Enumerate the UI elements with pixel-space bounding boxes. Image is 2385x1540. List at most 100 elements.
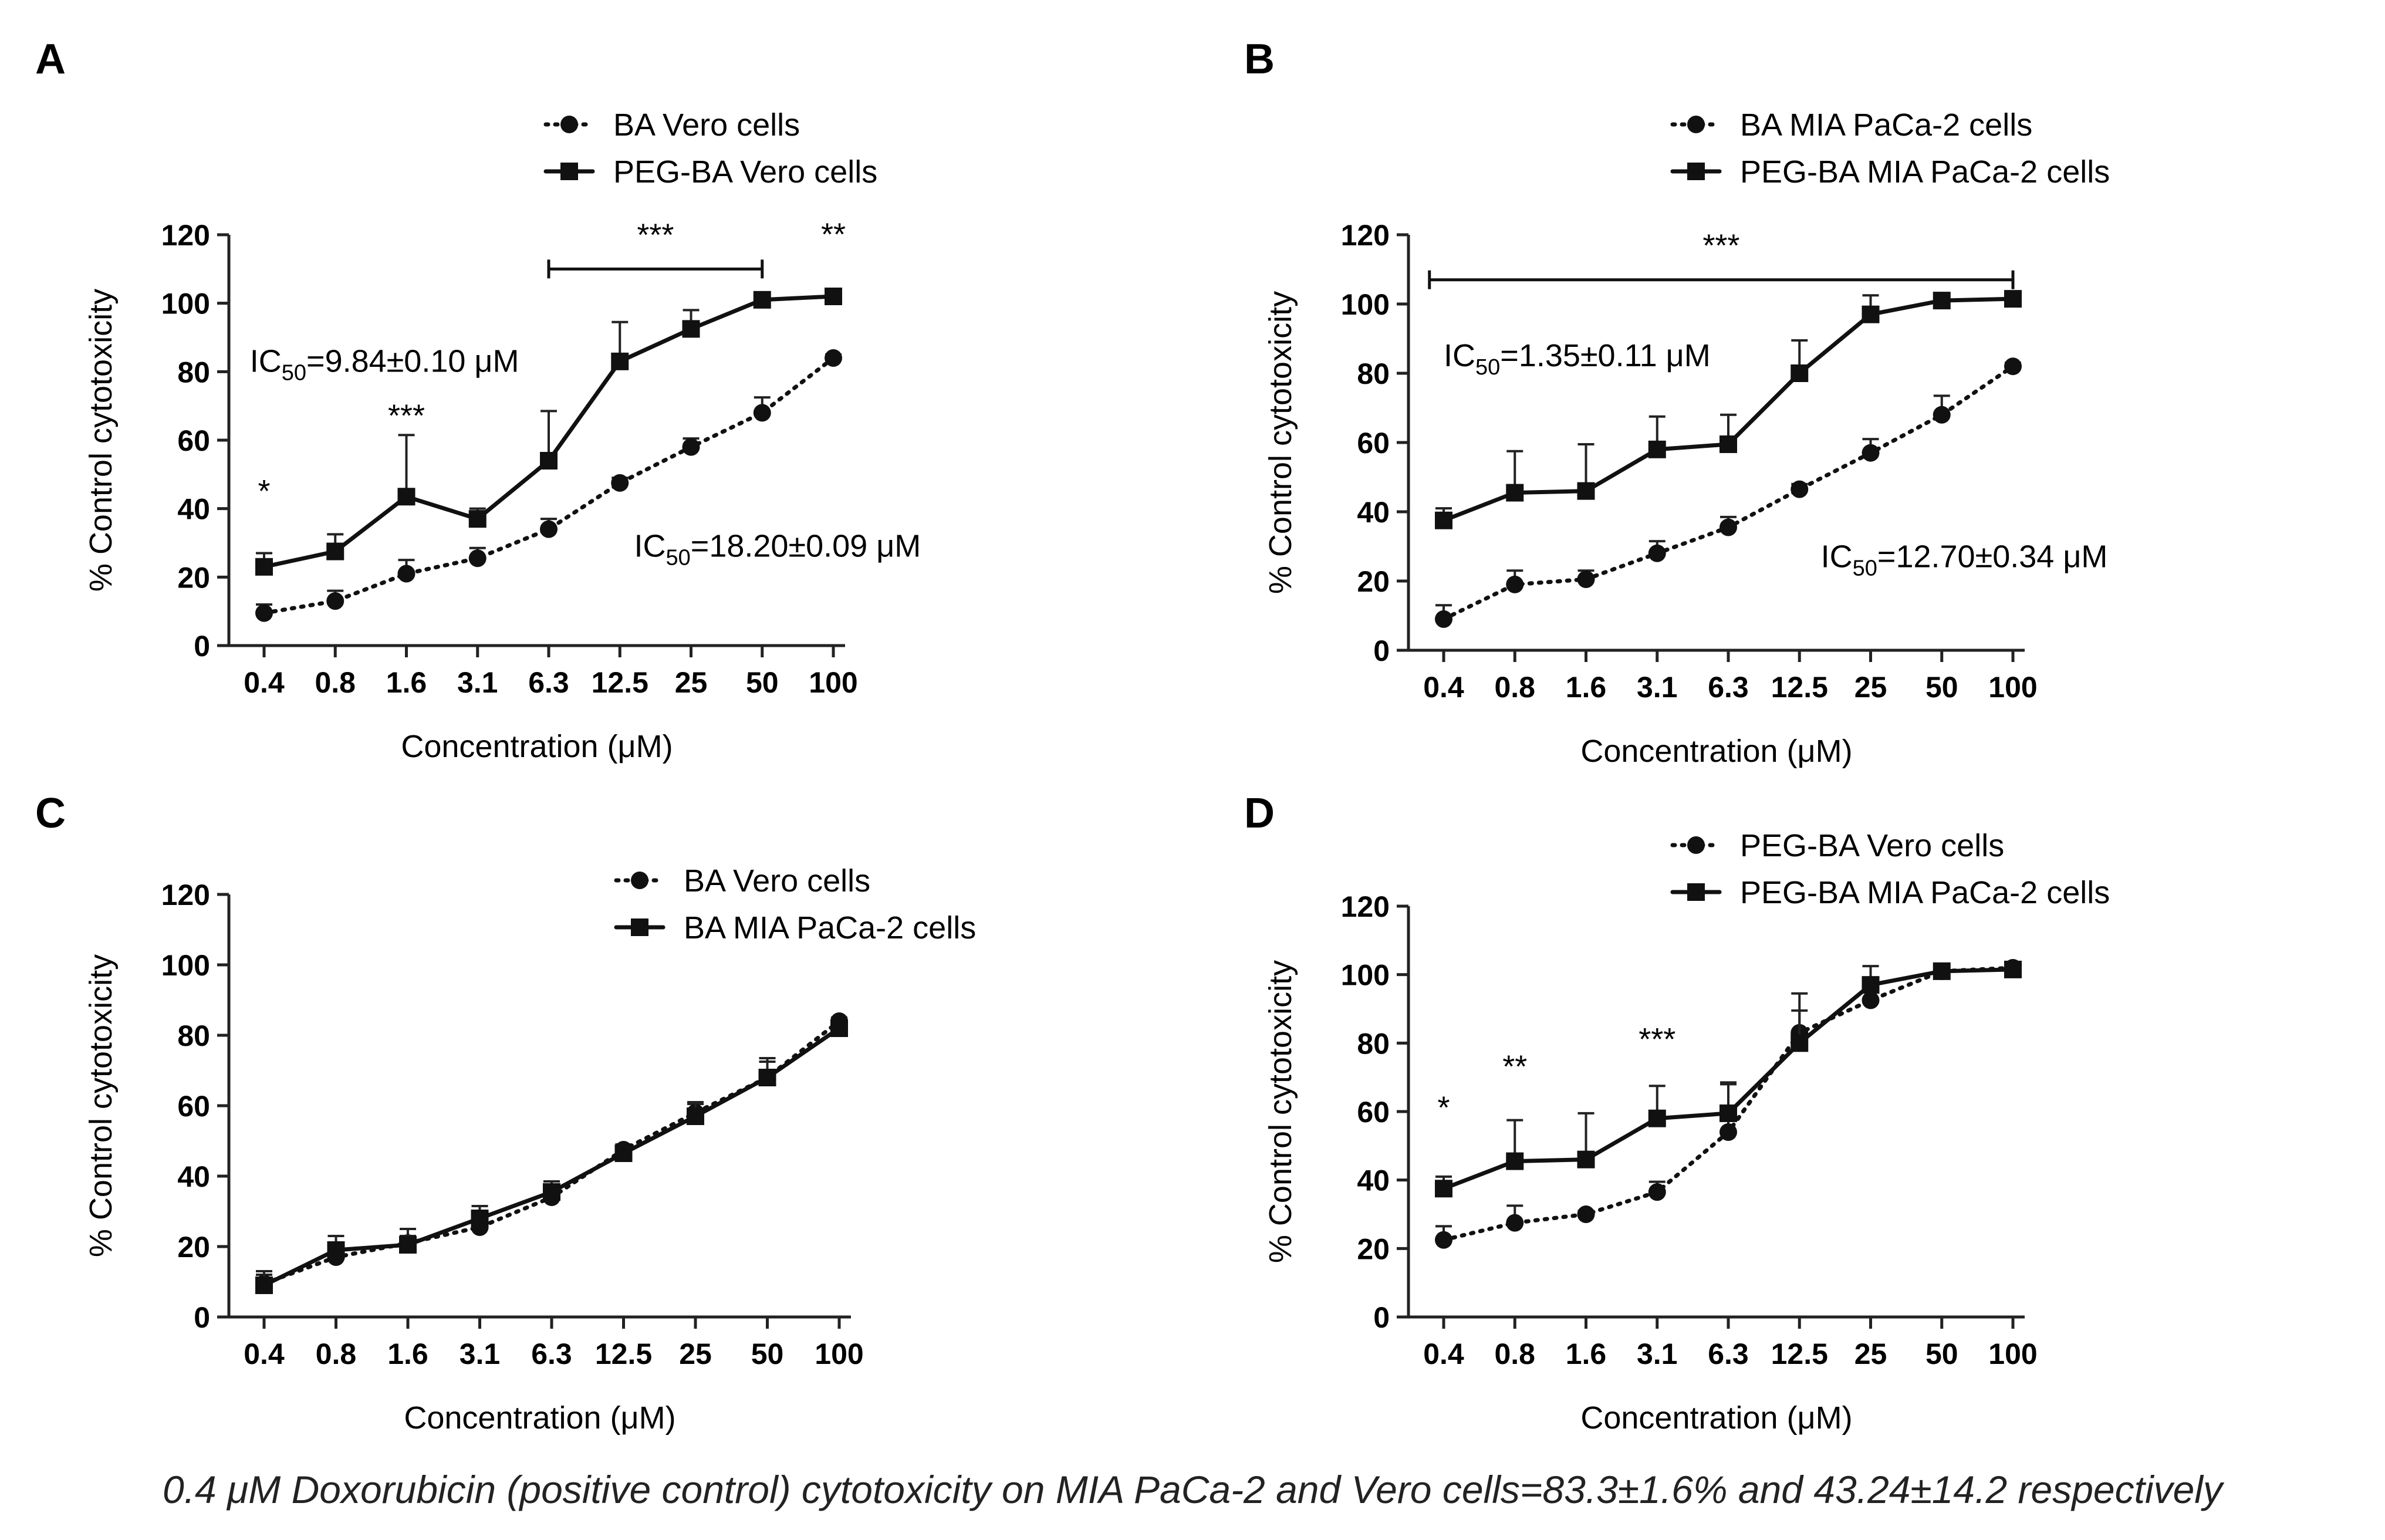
y-tick-label: 120	[1341, 219, 1390, 252]
series-line	[1441, 967, 2015, 1191]
y-tick-label: 100	[1341, 288, 1390, 321]
x-tick-label: 0.8	[1494, 1338, 1535, 1370]
significance-label: *	[258, 474, 270, 509]
data-point	[255, 604, 273, 622]
y-tick-label: 120	[161, 219, 210, 252]
x-tick-label: 100	[809, 666, 857, 699]
series-line	[262, 1026, 842, 1288]
x-axis-label: Concentration (μM)	[1580, 734, 1852, 769]
data-point	[1435, 1180, 1452, 1198]
x-tick-label: 1.6	[1566, 671, 1607, 704]
legend-marker	[631, 918, 648, 936]
data-point	[611, 474, 629, 492]
data-point	[2004, 290, 2022, 308]
panel-label: D	[1244, 790, 1275, 837]
data-point	[1506, 1214, 1524, 1232]
x-tick-label: 12.5	[1771, 1338, 1828, 1370]
x-tick-label: 3.1	[1637, 671, 1678, 704]
x-tick-label: 100	[815, 1338, 863, 1370]
y-axis-label: % Control cytotoxicity	[1263, 291, 1298, 594]
data-point	[1720, 1104, 1737, 1122]
y-tick-label: 80	[1357, 357, 1390, 390]
y-tick-label: 60	[1357, 1096, 1390, 1129]
legend-marker	[560, 116, 578, 133]
data-point	[1720, 1123, 1737, 1141]
x-tick-label: 6.3	[528, 666, 569, 699]
significance-label: **	[1502, 1049, 1527, 1085]
data-point	[2004, 357, 2022, 376]
legend-label: BA Vero cells	[684, 863, 870, 899]
legend-label: PEG-BA MIA PaCa-2 cells	[1740, 875, 2110, 910]
x-tick-label: 0.8	[1494, 671, 1535, 704]
x-tick-label: 0.4	[1423, 1338, 1464, 1370]
x-tick-label: 0.4	[1423, 671, 1464, 704]
data-point	[758, 1069, 776, 1086]
x-tick-label: 6.3	[531, 1338, 572, 1370]
y-tick-label: 20	[177, 561, 210, 594]
x-tick-label: 25	[1854, 1338, 1887, 1370]
chart-panel-d: D 0 20 40 60 80 100 120 0.4 0.8 1.6 3.1 6.3 12.5 25 50 1…	[1244, 790, 2110, 1436]
data-point	[1506, 1152, 1524, 1170]
y-tick-label: 100	[161, 288, 210, 320]
y-tick-label: 0	[1373, 1301, 1390, 1334]
y-tick-label: 80	[177, 1019, 210, 1052]
y-tick-label: 60	[177, 424, 210, 457]
y-tick-label: 20	[1357, 565, 1390, 598]
data-point	[825, 288, 842, 305]
data-point	[1933, 292, 1951, 310]
data-point	[1435, 511, 1452, 529]
series-0	[1435, 357, 2022, 628]
data-point	[1862, 444, 1880, 462]
legend-label: BA Vero cells	[613, 107, 800, 143]
data-point	[687, 1107, 704, 1125]
significance-label: ***	[388, 398, 425, 434]
x-tick-label: 0.8	[315, 666, 356, 699]
x-tick-label: 12.5	[595, 1338, 652, 1370]
x-tick-label: 12.5	[1771, 671, 1828, 704]
x-tick-label: 1.6	[387, 1338, 428, 1370]
chart-panel-a: A 0 20 40 60 80 100 120 0.4 0.8 1.6 3.1 6.3 12.5 25 50 1…	[35, 36, 921, 764]
x-axis-label: Concentration (μM)	[401, 729, 673, 764]
data-point	[468, 510, 487, 528]
data-point	[1933, 406, 1951, 424]
y-axis-label: % Control cytotoxicity	[83, 289, 119, 592]
data-point	[830, 1019, 848, 1037]
x-tick-label: 12.5	[592, 666, 648, 699]
data-point	[1577, 1150, 1595, 1168]
y-tick-label: 60	[177, 1090, 210, 1123]
x-tick-label: 6.3	[1708, 671, 1749, 704]
data-point	[682, 438, 700, 456]
data-point	[1862, 976, 1880, 994]
series-1	[255, 1019, 848, 1294]
data-point	[1648, 1183, 1666, 1201]
series-0	[255, 349, 842, 622]
series-line	[1441, 296, 2015, 523]
figure-caption: 0.4 μM Doxorubicin (positive control) cy…	[163, 1468, 2222, 1511]
x-tick-label: 50	[1925, 1338, 1958, 1370]
significance-label: ***	[1702, 228, 1739, 264]
data-point	[471, 1210, 489, 1227]
x-tick-label: 1.6	[386, 666, 427, 699]
data-point	[1506, 575, 1524, 593]
x-tick-label: 25	[679, 1338, 712, 1370]
data-point	[540, 452, 558, 470]
data-point	[1791, 364, 1809, 382]
data-point	[543, 1183, 560, 1201]
data-point	[1720, 435, 1737, 453]
ic50-label: IC50=12.70±0.34 μM	[1821, 539, 2108, 580]
ic50-label: IC50=18.20±0.09 μM	[634, 528, 921, 570]
y-tick-label: 40	[177, 493, 210, 526]
data-point	[1720, 518, 1737, 536]
data-point	[1577, 1205, 1595, 1223]
legend-label: PEG-BA Vero cells	[613, 154, 877, 190]
significance-label: *	[1437, 1090, 1450, 1126]
y-tick-label: 120	[161, 879, 210, 911]
y-tick-label: 40	[1357, 1164, 1390, 1197]
data-point	[2004, 960, 2022, 978]
chart-panel-c: C 0 20 40 60 80 100 120 0.4 0.8 1.6 3.1 6.3 12.5 25 50 1…	[35, 790, 976, 1436]
legend-label: PEG-BA MIA PaCa-2 cells	[1740, 154, 2110, 190]
x-tick-label: 100	[1988, 1338, 2037, 1370]
x-tick-label: 3.1	[460, 1338, 501, 1370]
significance-label: **	[821, 217, 846, 252]
data-point	[1933, 962, 1951, 980]
